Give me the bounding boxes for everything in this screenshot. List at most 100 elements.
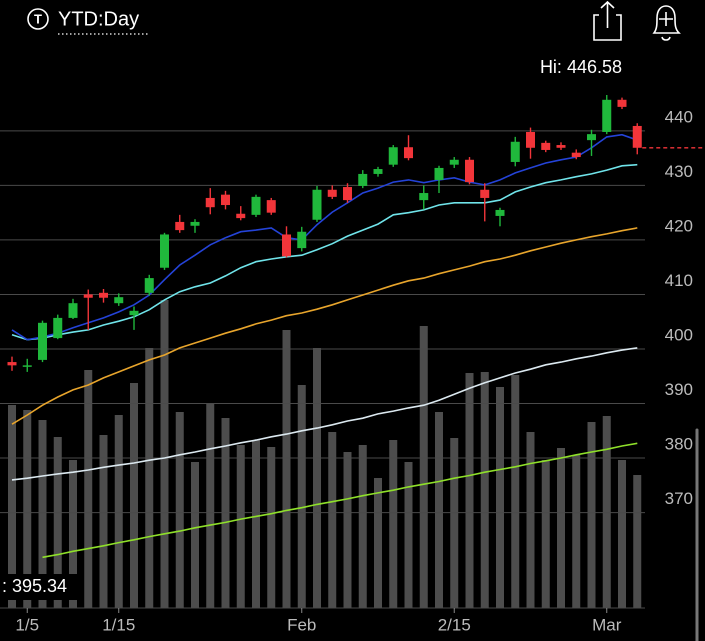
candle <box>114 293 124 306</box>
volume-bar <box>419 326 428 608</box>
volume-bar <box>145 348 154 608</box>
candle-body <box>510 141 520 162</box>
candle <box>83 289 93 330</box>
y-tick-label: 440 <box>665 107 693 126</box>
volume-bar <box>358 445 367 608</box>
candle <box>22 358 32 372</box>
volume-bar <box>53 437 62 608</box>
candle <box>449 157 459 168</box>
candle-body <box>343 187 352 201</box>
share-box <box>593 14 622 41</box>
candle-body <box>495 209 505 216</box>
candle <box>7 356 17 371</box>
candle <box>343 183 352 203</box>
volume-bar <box>328 432 337 608</box>
candle-body <box>297 231 307 249</box>
x-tick-label: 1/5 <box>15 615 39 634</box>
candle-body <box>144 278 154 293</box>
candle <box>510 136 520 167</box>
candle-body <box>68 303 78 318</box>
candle-body <box>404 147 413 159</box>
volume-bar <box>130 383 138 608</box>
volume-bar <box>313 348 321 608</box>
moving-average <box>11 163 638 341</box>
volume-bar <box>511 375 520 608</box>
candle-body <box>526 131 535 148</box>
volume-bar <box>587 422 596 608</box>
candle <box>129 306 139 330</box>
alert-button[interactable] <box>652 5 681 41</box>
candle <box>190 219 200 233</box>
candle <box>205 188 215 215</box>
candle-body <box>571 152 581 158</box>
volume-bar <box>84 370 93 608</box>
candle-body <box>358 173 368 186</box>
candle-body <box>632 125 642 148</box>
volume-bar <box>99 435 108 608</box>
badge: T <box>34 11 42 26</box>
candle-body <box>388 147 398 165</box>
volume-bar <box>496 387 504 608</box>
bell-clapper <box>661 36 671 41</box>
volume-bar <box>206 403 215 608</box>
moving-average <box>42 442 638 559</box>
y-tick-label: 430 <box>665 162 693 181</box>
volume <box>8 300 642 608</box>
candle <box>53 314 63 340</box>
labels: 440 430 420 410 400 390 380 370 1/5 1/15 Feb 2/15 Ma… <box>0 57 693 634</box>
candle <box>251 194 261 218</box>
candle-body <box>251 196 261 215</box>
candle-body <box>190 221 200 226</box>
volume-bar <box>404 462 413 608</box>
candle <box>632 123 642 155</box>
volume-bar <box>282 330 291 608</box>
high-label: Hi: 446.58 <box>540 57 622 77</box>
y-tick-label: 410 <box>665 271 693 290</box>
candle-body <box>22 365 32 367</box>
chart-title: YTD:Day <box>58 8 139 30</box>
lines <box>11 133 638 559</box>
candle-body <box>587 134 596 141</box>
candle <box>404 135 413 161</box>
candle-body <box>465 159 474 183</box>
candle <box>282 226 291 258</box>
volume-bar <box>236 445 245 608</box>
candle <box>160 232 169 270</box>
candle-body <box>312 189 322 220</box>
candle-body <box>449 159 459 165</box>
candle-body <box>53 317 63 339</box>
candle <box>236 206 246 221</box>
candle-body <box>129 310 139 316</box>
candle <box>480 183 490 222</box>
volume-bar <box>450 438 459 608</box>
volume-bar <box>297 385 306 608</box>
volume-bar <box>8 405 16 608</box>
volume-bar <box>38 420 47 608</box>
candle-body <box>480 189 490 198</box>
volume-bar <box>343 452 352 608</box>
candle <box>297 226 307 252</box>
candle <box>327 185 337 200</box>
y-tick-label: 400 <box>665 325 693 344</box>
badge-circle <box>27 8 49 30</box>
candle-body <box>160 234 169 268</box>
candle <box>495 207 505 227</box>
x-tick-label: 1/15 <box>102 615 135 634</box>
candle-body <box>99 292 108 298</box>
candle-body <box>83 294 93 298</box>
bell-plus <box>659 12 673 26</box>
candle <box>388 145 398 167</box>
low-label: : 395.34 <box>2 576 67 596</box>
candle-body <box>266 200 276 213</box>
candle-body <box>175 221 185 231</box>
range-selector[interactable]: T YTD:Day <box>27 8 150 35</box>
share-button[interactable] <box>593 0 622 41</box>
candle <box>617 97 627 110</box>
candle-body <box>282 234 291 257</box>
x-tick-label: Mar <box>592 615 622 634</box>
candle-body <box>556 145 566 148</box>
candle <box>526 127 535 159</box>
candle <box>68 298 78 319</box>
candle <box>175 214 185 233</box>
